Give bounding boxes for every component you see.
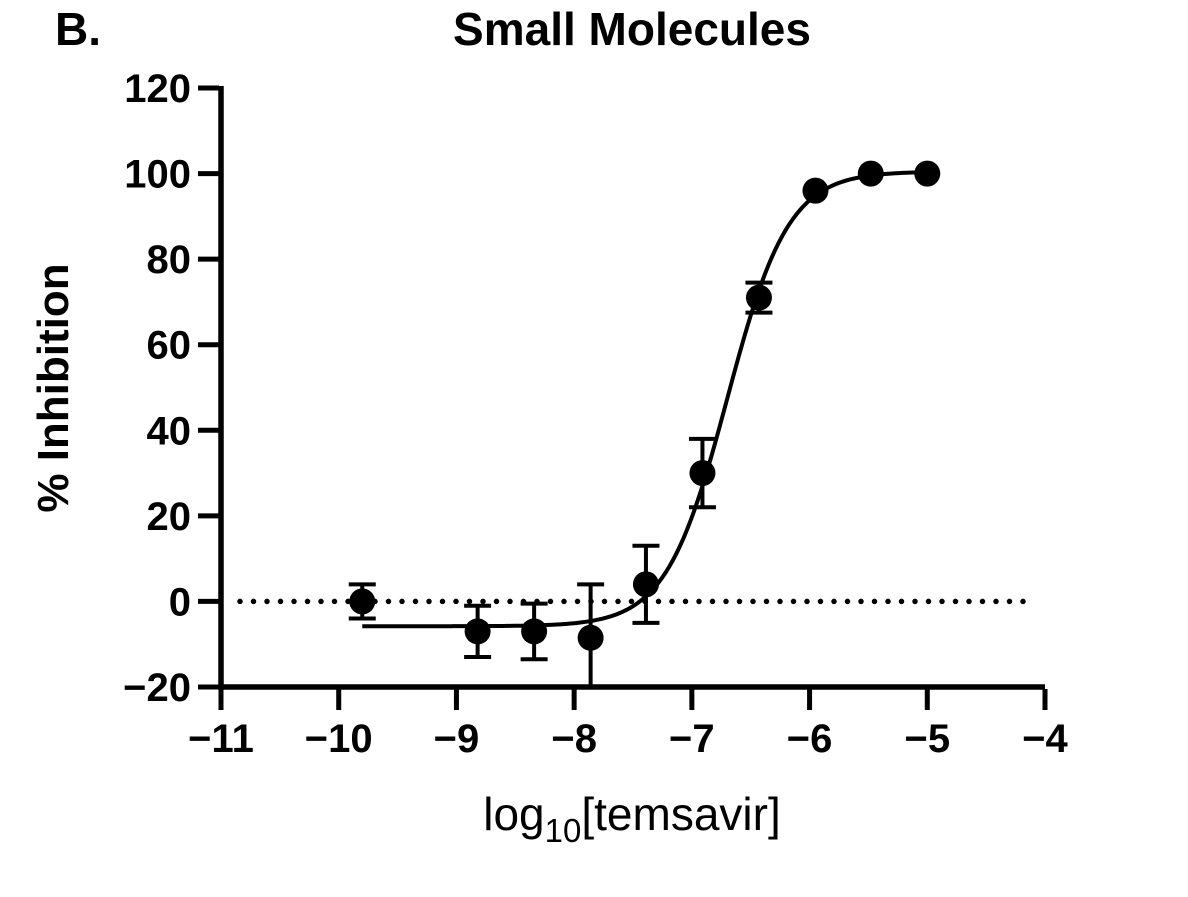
x-axis-label-prefix: log (483, 788, 544, 840)
y-tick-label: 100 (124, 153, 191, 197)
panel-label: B. (55, 3, 101, 55)
data-point (689, 460, 716, 487)
data-point (464, 618, 491, 645)
x-axis-label: log10[temsavir] (483, 788, 780, 849)
y-tick-label: 80 (147, 238, 192, 282)
y-tick-label: −20 (123, 666, 191, 710)
x-tick-label: −11 (188, 717, 254, 761)
data-point (349, 588, 376, 615)
x-tick-label: −9 (434, 717, 480, 761)
x-tick-label: −7 (669, 717, 715, 761)
y-tick-label: 40 (147, 409, 192, 453)
x-axis-label-bracket-text: [temsavir] (581, 788, 780, 840)
data-point (914, 160, 941, 187)
x-tick-label: −10 (305, 717, 373, 761)
y-axis-label: % Inhibition (29, 263, 78, 512)
data-point (577, 624, 604, 651)
x-tick-label: −6 (787, 717, 833, 761)
data-point (802, 177, 829, 204)
plot-area (237, 160, 1039, 687)
y-tick-label: 120 (124, 67, 191, 111)
y-tick-label: 20 (147, 495, 192, 539)
axes: −11 −10 −9 −8 −7 −6 −5 −4 −20 0 20 40 60 80 100 120 (123, 67, 1068, 761)
data-point (857, 160, 884, 187)
y-tick-label: 0 (169, 580, 191, 624)
chart-title: Small Molecules (453, 3, 811, 55)
x-tick-label: −5 (904, 717, 950, 761)
x-tick-label: −8 (551, 717, 597, 761)
x-tick-label: −4 (1022, 717, 1068, 761)
data-point (745, 284, 772, 311)
data-point (521, 618, 548, 645)
data-point (632, 571, 659, 598)
x-axis-label-subscript: 10 (545, 812, 582, 849)
y-tick-label: 60 (147, 324, 192, 368)
